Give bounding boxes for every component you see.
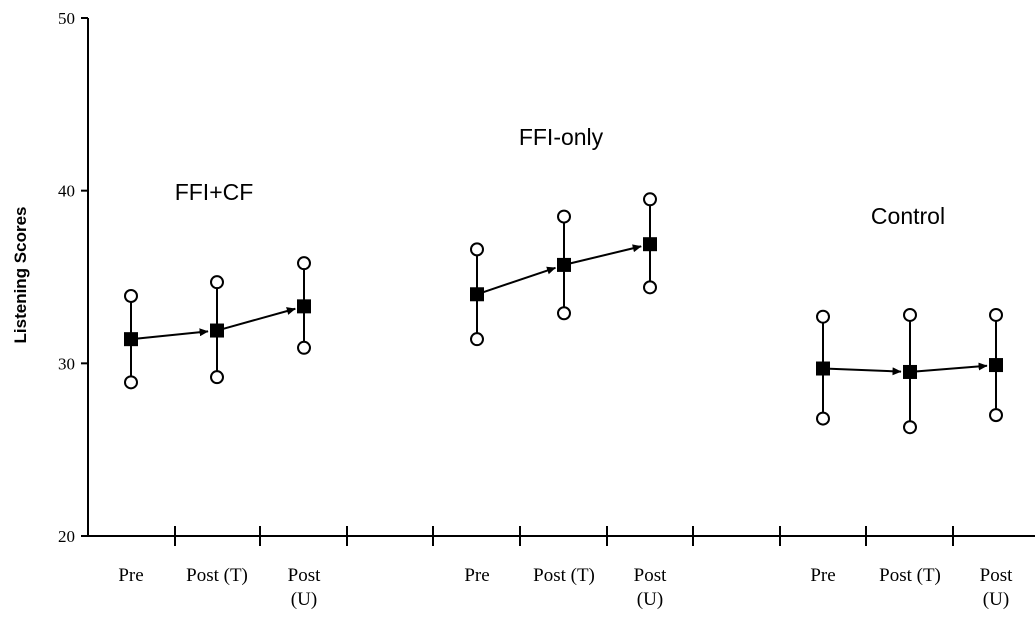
- low-marker-1-2: [643, 280, 657, 295]
- chart-marks: FFI+CF FFI-only Control: [124, 124, 1003, 435]
- y-tick-label-40: 40: [58, 182, 75, 201]
- mean-marker-1-1: [557, 257, 571, 272]
- x-tick-label-2-1: Post (T): [879, 565, 941, 586]
- x-tick-label-0-1: Post (T): [186, 565, 248, 586]
- trend-arrow-0-0: [137, 328, 209, 340]
- mean-marker-0-1: [210, 323, 224, 338]
- mean-marker-1-2: [643, 237, 657, 252]
- trend-arrow-0-1: [223, 307, 296, 330]
- low-marker-1-0: [470, 332, 484, 347]
- high-marker-0-1: [210, 275, 224, 290]
- x-tick-label-0-0: Pre: [118, 565, 143, 586]
- low-marker-0-0: [124, 375, 138, 390]
- high-marker-0-2: [297, 256, 311, 271]
- y-tick-label-50: 50: [58, 9, 75, 28]
- low-marker-0-2: [297, 340, 311, 355]
- x-tick-label-1-1: Post (T): [533, 565, 595, 586]
- x-tick-label-1-0: Pre: [464, 565, 489, 586]
- axes: 20 30 40 50 Pre Post (T) Post (U) Pre Post (T) Pos…: [58, 9, 1035, 610]
- mean-marker-1-0: [470, 287, 484, 302]
- group-label-0: FFI+CF: [175, 179, 254, 205]
- trend-arrow-1-1: [570, 244, 642, 265]
- y-tick-label-20: 20: [58, 527, 75, 546]
- high-marker-0-0: [124, 288, 138, 303]
- mean-marker-2-1: [903, 364, 917, 379]
- high-marker-2-0: [816, 309, 830, 324]
- low-marker-2-2: [989, 408, 1003, 423]
- high-marker-1-2: [643, 192, 657, 207]
- trend-arrow-1-0: [483, 266, 556, 293]
- mean-marker-2-2: [989, 358, 1003, 373]
- x-tick-label-2-0: Pre: [810, 565, 835, 586]
- x-tick-label-1-2: Post (U): [634, 565, 667, 610]
- high-marker-2-1: [903, 307, 917, 322]
- low-marker-0-1: [210, 370, 224, 385]
- x-tick-label-0-2: Post (U): [288, 565, 321, 610]
- low-marker-1-1: [557, 306, 571, 321]
- mean-marker-0-2: [297, 299, 311, 314]
- high-marker-1-1: [557, 209, 571, 224]
- group-label-1: FFI-only: [519, 124, 604, 150]
- trend-arrow-2-0: [829, 367, 902, 376]
- trend-arrow-2-1: [916, 362, 988, 373]
- mean-marker-2-0: [816, 361, 830, 376]
- group-label-2: Control: [871, 203, 945, 229]
- high-marker-2-2: [989, 307, 1003, 322]
- high-marker-1-0: [470, 242, 484, 257]
- y-axis-title: Listening Scores: [11, 207, 30, 344]
- low-marker-2-1: [903, 420, 917, 435]
- low-marker-2-0: [816, 411, 830, 426]
- mean-marker-0-0: [124, 332, 138, 347]
- y-tick-label-30: 30: [58, 354, 75, 373]
- x-tick-label-2-2: Post (U): [980, 565, 1013, 610]
